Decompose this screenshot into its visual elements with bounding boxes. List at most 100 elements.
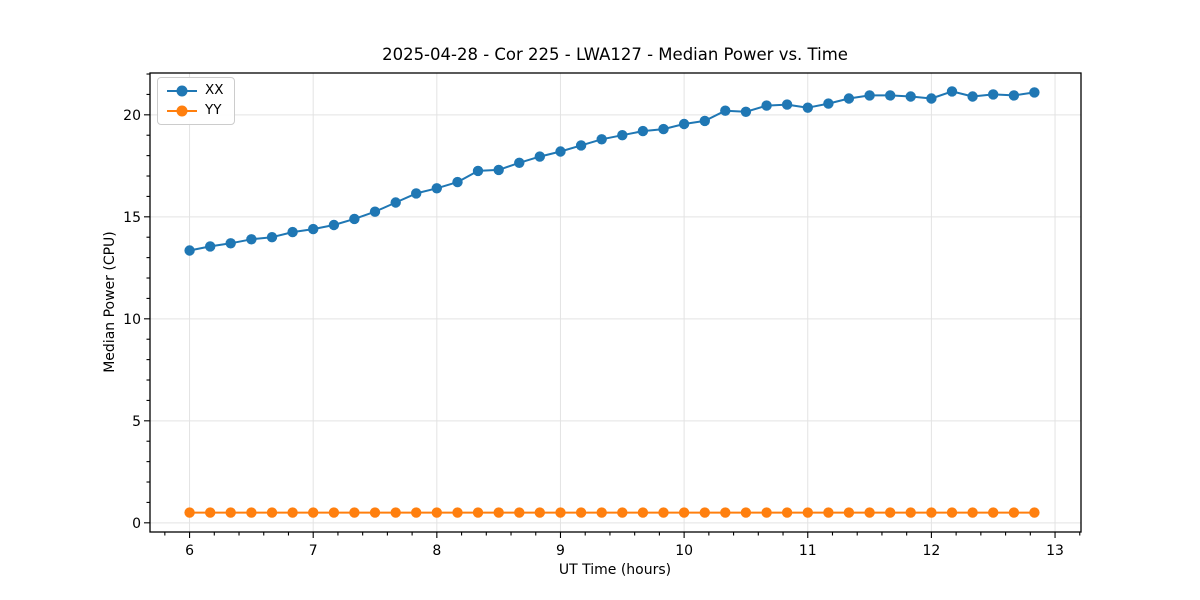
y-tick-label: 5 [132,414,141,430]
x-tick-label: 12 [922,543,940,559]
data-point-xx [658,123,669,135]
data-point-xx [905,91,916,102]
data-point-xx [926,93,937,104]
data-point-yy [205,507,216,518]
data-point-yy [843,507,855,518]
x-tick-label: 9 [556,543,565,559]
data-point-xx [575,140,587,151]
data-point-yy [246,507,257,518]
data-point-yy [575,507,587,518]
y-tick-label: 0 [132,516,141,532]
data-point-yy [699,507,710,518]
series-yy [184,507,1040,518]
x-tick-label: 7 [309,543,318,559]
data-point-xx [1008,90,1020,101]
x-tick-label: 6 [185,543,194,559]
data-point-yy [184,507,195,518]
data-point-yy [308,507,319,518]
axis-ticks [144,73,1081,538]
legend-label-xx: XX [205,82,224,98]
data-point-xx [246,234,257,245]
data-point-yy [1029,507,1040,518]
data-point-xx [534,151,545,162]
data-point-xx [740,106,752,118]
data-point-yy [988,507,999,518]
series-xx [184,86,1040,256]
y-tick-label: 20 [123,108,141,124]
x-tick-label: 10 [675,543,693,559]
data-point-xx [390,197,401,208]
data-point-xx [596,134,607,145]
data-point-xx [225,238,236,249]
data-point-xx [308,223,319,235]
data-point-xx [781,99,793,110]
data-point-yy [390,507,401,518]
data-point-xx [720,105,731,116]
data-point-yy [266,507,278,518]
data-point-yy [287,507,298,518]
data-point-xx [802,102,813,113]
data-point-xx [843,93,855,104]
data-point-yy [472,507,484,518]
data-point-yy [781,507,793,518]
legend-item-yy: YY [167,101,224,119]
data-point-yy [596,507,607,518]
data-point-yy [823,507,834,518]
legend-label-yy: YY [205,101,222,118]
data-point-yy [369,507,381,518]
data-point-yy [946,507,958,518]
data-point-xx [514,157,525,168]
tick-labels: 6 7 8 9 10 11 12 13 0 5 10 15 20 [123,108,1064,559]
legend-marker-xx-icon [176,85,188,97]
data-point-yy [349,507,360,518]
legend: XX YY [157,77,235,125]
data-point-xx [885,90,896,101]
data-point-yy [905,507,916,518]
x-tick-label: 13 [1046,543,1064,559]
data-point-xx [823,98,834,109]
data-point-xx [946,86,958,97]
data-point-yy [493,507,504,518]
data-point-xx [205,241,216,252]
data-point-yy [967,507,978,518]
plot-border [149,72,1082,533]
data-point-yy [328,507,340,518]
data-point-xx [184,245,195,256]
data-point-xx [988,89,999,100]
data-point-xx [493,164,504,176]
data-point-xx [761,100,772,111]
data-point-yy [514,507,525,518]
y-tick-label: 15 [123,210,141,226]
data-point-yy [225,507,236,518]
data-point-yy [431,507,442,518]
gridlines [150,73,1081,532]
data-point-yy [555,507,566,518]
data-point-yy [534,507,545,518]
data-point-xx [555,146,566,157]
data-point-yy [761,507,772,518]
x-axis-label: UT Time (hours) [558,562,672,578]
data-point-yy [637,507,649,518]
data-point-xx [349,213,360,225]
data-point-xx [617,130,628,141]
legend-marker-yy-icon [176,105,188,117]
legend-line-yy-icon [167,105,197,117]
x-tick-label: 11 [799,543,817,559]
data-point-yy [452,507,463,518]
x-tick-label: 8 [432,543,441,559]
data-point-xx [967,91,978,102]
data-point-xx [1029,87,1040,98]
legend-item-xx: XX [167,82,224,99]
y-axis-label: Median Power (CPU) [102,231,118,373]
y-tick-label: 10 [123,312,141,328]
data-point-xx [864,90,875,101]
data-point-yy [740,507,752,518]
data-point-xx [411,188,422,199]
data-point-xx [472,165,484,177]
data-point-xx [287,226,298,238]
data-point-xx [678,118,690,130]
data-point-xx [369,206,381,217]
data-point-yy [926,507,937,518]
series-lines [184,86,1040,518]
